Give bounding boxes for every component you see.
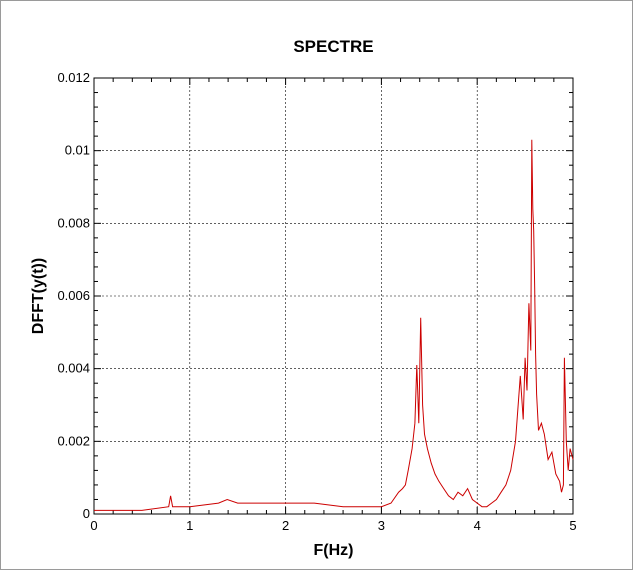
y-tick-label: 0.012: [57, 70, 90, 85]
grid: [94, 78, 573, 514]
x-tick-label: 1: [186, 518, 193, 533]
y-tick-label: 0.006: [57, 288, 90, 303]
x-axis-ticks: 0 1 2 3 4 5: [90, 78, 577, 533]
x-tick-label: 0: [90, 518, 97, 533]
y-tick-label: 0.004: [57, 361, 90, 376]
y-tick-label: 0.01: [65, 143, 90, 158]
chart-title: SPECTRE: [293, 37, 373, 56]
y-tick-label: 0: [83, 506, 90, 521]
x-tick-label: 5: [569, 518, 576, 533]
y-axis-label: DFFT(y(t)): [30, 258, 47, 334]
spectrum-line: [94, 139, 574, 511]
x-tick-label: 3: [378, 518, 385, 533]
y-tick-label: 0.008: [57, 215, 90, 230]
x-tick-label: 4: [474, 518, 481, 533]
plot-area: [93, 77, 574, 515]
y-axis-ticks: 0 0.002 0.004 0.006 0.008 0.01 0.012: [57, 70, 573, 521]
x-axis-label: F(Hz): [314, 542, 354, 559]
x-tick-label: 2: [282, 518, 289, 533]
y-tick-label: 0.002: [57, 433, 90, 448]
